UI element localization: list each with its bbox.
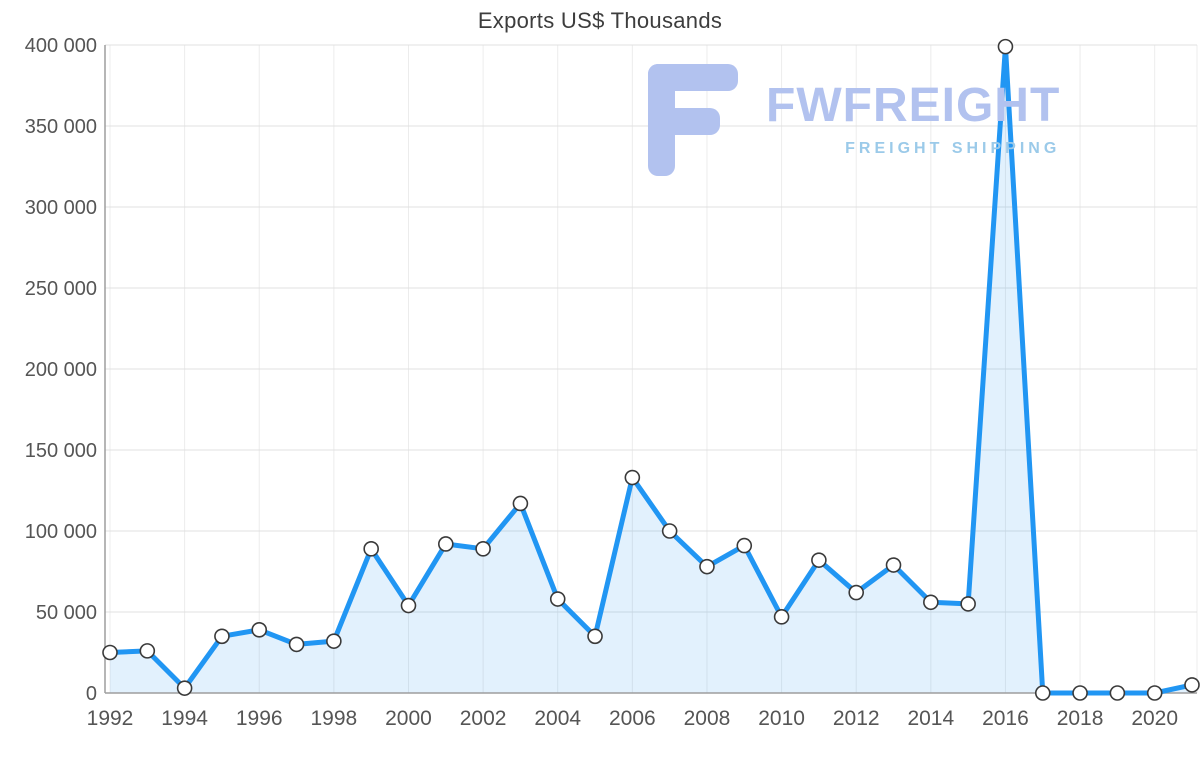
- x-axis-tick-label: 2014: [907, 707, 954, 730]
- x-axis-tick-label: 2002: [460, 707, 507, 730]
- data-point-marker: [773, 609, 790, 625]
- x-axis-tick-label: 2018: [1057, 707, 1104, 730]
- data-point-marker: [400, 597, 417, 614]
- y-axis-tick-label: 100 000: [25, 521, 97, 543]
- data-point-marker: [624, 469, 641, 486]
- data-point-marker: [1146, 685, 1163, 701]
- data-point-marker: [736, 537, 753, 554]
- y-axis-tick-label: 200 000: [25, 359, 97, 381]
- y-axis-tick-label: 150 000: [25, 440, 97, 462]
- data-point-marker: [475, 541, 491, 557]
- data-point-marker: [1034, 685, 1051, 701]
- data-point-marker: [960, 596, 976, 612]
- x-axis-tick-label: 1992: [87, 707, 134, 730]
- data-point-marker: [699, 558, 715, 575]
- data-point-marker: [661, 523, 678, 539]
- y-axis-tick-label: 50 000: [36, 602, 97, 624]
- y-axis-tick-label: 350 000: [25, 116, 97, 138]
- y-axis-tick-label: 250 000: [25, 278, 97, 300]
- x-axis-tick-label: 2020: [1131, 707, 1178, 730]
- chart-title: Exports US$ Thousands: [477, 8, 723, 33]
- data-point-marker: [1184, 677, 1200, 693]
- x-axis-tick-label: 2012: [833, 707, 880, 730]
- data-point-marker: [251, 622, 268, 638]
- data-point-marker: [176, 680, 193, 696]
- data-point-marker: [288, 636, 305, 653]
- data-point-marker: [587, 628, 603, 645]
- x-axis-tick-label: 2004: [534, 707, 581, 730]
- data-point-marker: [102, 644, 118, 661]
- data-point-marker: [549, 591, 566, 607]
- series-area-fill: [110, 46, 1192, 694]
- data-point-marker: [363, 541, 379, 557]
- x-axis-tick-label: 2008: [684, 707, 731, 730]
- x-axis-tick-label: 2000: [385, 707, 432, 730]
- x-axis-tick-label: 2010: [758, 707, 805, 730]
- y-axis-tick-label: 400 000: [25, 35, 97, 57]
- data-point-marker: [214, 628, 230, 645]
- data-point-marker: [885, 557, 902, 573]
- data-point-marker: [326, 633, 342, 649]
- data-point-marker: [997, 38, 1014, 55]
- x-axis-tick-label: 1998: [311, 707, 358, 730]
- data-point-marker: [512, 495, 529, 512]
- data-point-marker: [1072, 685, 1088, 701]
- x-axis-tick-label: 2006: [609, 707, 656, 730]
- data-point-marker: [139, 643, 156, 659]
- data-point-marker: [811, 552, 827, 568]
- x-axis-tick-label: 1994: [161, 707, 208, 730]
- y-axis-tick-label: 300 000: [25, 197, 97, 219]
- data-point-marker: [848, 584, 865, 601]
- x-axis-tick-label: 1996: [236, 707, 283, 730]
- data-point-marker: [437, 536, 454, 552]
- y-axis-tick-label: 0: [86, 683, 97, 705]
- data-point-marker: [1109, 685, 1126, 701]
- x-axis-tick-label: 2016: [982, 707, 1029, 730]
- data-point-marker: [923, 594, 939, 611]
